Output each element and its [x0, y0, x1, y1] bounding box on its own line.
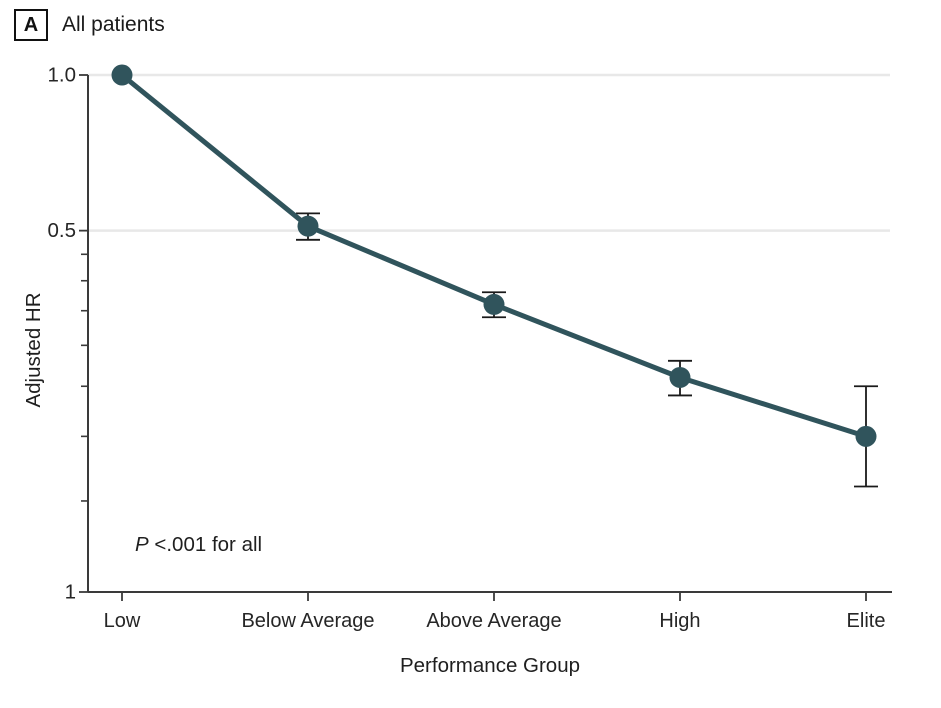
- y-axis-title: Adjusted HR: [22, 292, 45, 407]
- data-point-above-average: [483, 293, 505, 315]
- x-axis-title: Performance Group: [400, 654, 580, 677]
- x-tick-label: Below Average: [241, 610, 374, 632]
- data-point-elite: [855, 425, 877, 447]
- data-point-below-average: [297, 215, 319, 237]
- data-point-low: [111, 64, 133, 86]
- y-tick-label: 1: [65, 581, 76, 604]
- y-tick-label: 1.0: [48, 64, 77, 87]
- x-tick-label: Low: [104, 610, 141, 632]
- p-symbol: P: [135, 533, 149, 556]
- trend-line: [120, 73, 867, 439]
- x-tick-label: High: [659, 610, 700, 632]
- y-tick-label: 0.5: [48, 219, 77, 242]
- data-point-high: [669, 366, 691, 388]
- panel-letter: A: [14, 9, 48, 41]
- x-tick-label: Above Average: [426, 610, 561, 632]
- p-text: <.001 for all: [149, 533, 262, 556]
- panel-header: A All patients: [14, 9, 165, 41]
- p-value-annotation: P <.001 for all: [135, 533, 262, 556]
- panel-title: All patients: [62, 13, 165, 36]
- x-tick-label: Elite: [847, 610, 886, 632]
